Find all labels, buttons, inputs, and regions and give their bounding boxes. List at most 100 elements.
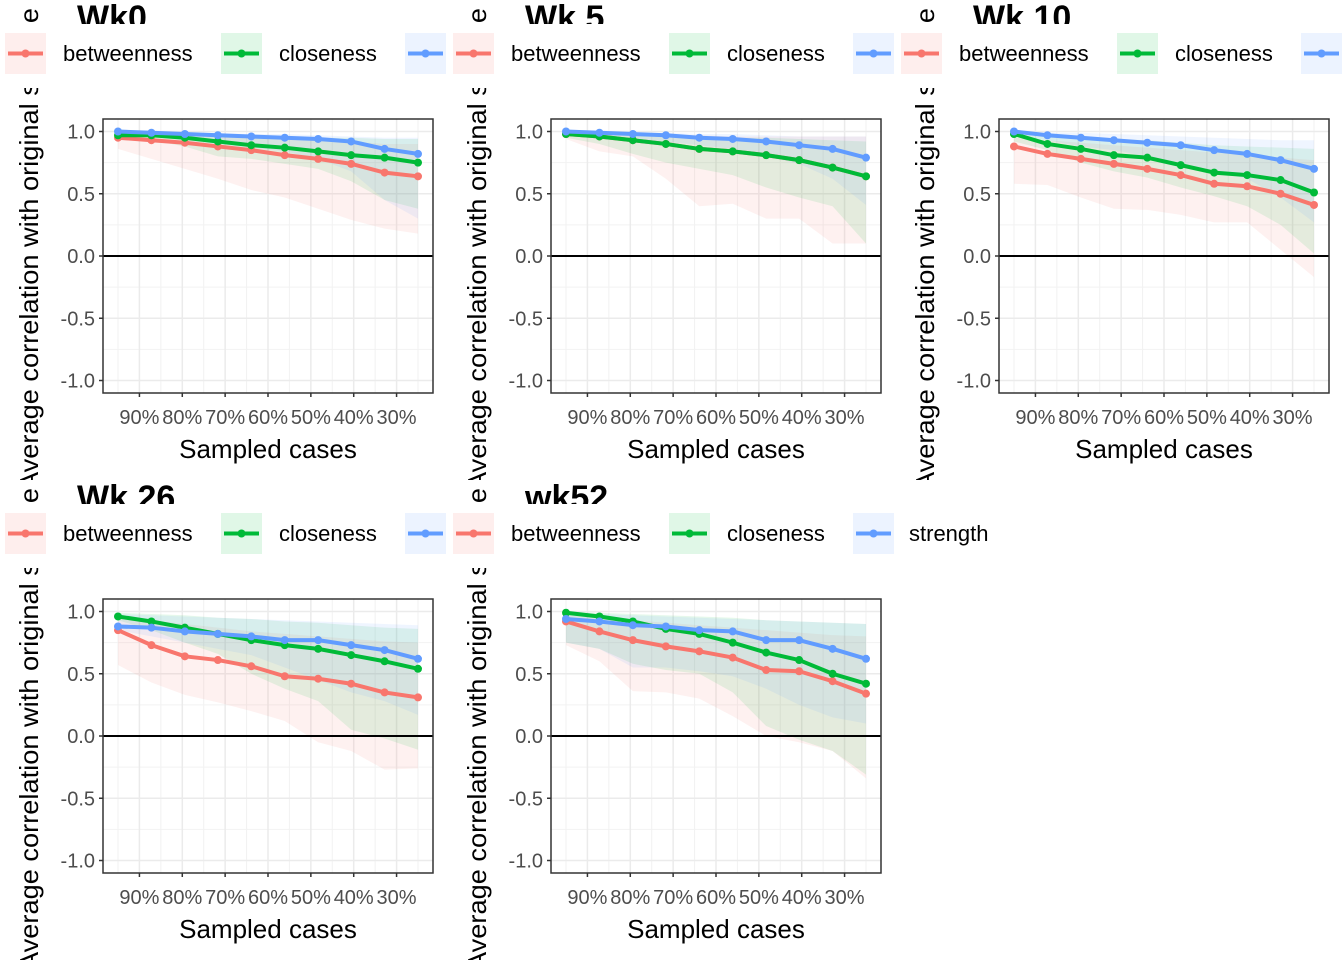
y-tick-label: 0.5 xyxy=(67,664,95,686)
plot-area xyxy=(550,598,882,874)
y-tick-label: 0.0 xyxy=(67,246,95,268)
legend-item-closeness: closeness xyxy=(1117,33,1273,74)
plot-area xyxy=(102,118,434,394)
y-tick-label: -0.5 xyxy=(61,788,95,810)
point-betweenness xyxy=(347,159,356,168)
y-tick-label: -1.0 xyxy=(61,851,95,873)
legend: betweenness closeness strength xyxy=(448,24,896,88)
y-tick-label: 0.5 xyxy=(515,664,543,686)
point-closeness xyxy=(661,139,670,148)
point-strength xyxy=(1276,156,1285,165)
point-strength xyxy=(114,622,122,631)
legend-key-point xyxy=(1317,49,1326,58)
point-closeness xyxy=(695,144,704,153)
x-tick-label: 40% xyxy=(334,407,374,429)
legend: betweenness closeness strength xyxy=(0,24,448,88)
line-strength xyxy=(1013,129,1315,171)
point-betweenness xyxy=(595,627,604,636)
plot-area xyxy=(998,118,1330,394)
y-tick-label: 0.0 xyxy=(515,726,543,748)
point-strength xyxy=(762,137,771,146)
legend-item-betweenness: betweenness xyxy=(5,513,193,554)
legend-item-strength: strength xyxy=(405,33,446,74)
legend: betweenness closeness strength xyxy=(896,24,1344,88)
x-tick-label: 40% xyxy=(334,887,374,909)
point-closeness xyxy=(1109,151,1118,160)
line-betweenness xyxy=(117,135,419,179)
ribbon-strength xyxy=(566,131,866,205)
point-strength xyxy=(147,128,156,137)
point-betweenness xyxy=(1210,179,1219,188)
x-axis-label: Sampled cases xyxy=(179,914,357,944)
point-strength xyxy=(1243,149,1252,158)
line-betweenness xyxy=(117,628,419,700)
point-strength xyxy=(695,626,704,635)
x-tick-label: 60% xyxy=(1144,407,1184,429)
point-closeness xyxy=(347,151,356,160)
point-betweenness xyxy=(347,679,356,688)
ribbon-closeness xyxy=(118,612,418,750)
point-strength xyxy=(414,654,422,663)
point-closeness xyxy=(795,156,804,165)
x-tick-label: 30% xyxy=(825,407,865,429)
point-betweenness xyxy=(280,151,289,160)
x-tick-label: 60% xyxy=(248,887,288,909)
y-tick-label: -1.0 xyxy=(509,851,543,873)
ribbon-betweenness xyxy=(118,133,418,234)
x-tick-label: 50% xyxy=(739,407,779,429)
line-strength xyxy=(117,624,419,661)
point-closeness xyxy=(414,664,422,673)
y-tick-label: 0.0 xyxy=(963,246,991,268)
point-closeness xyxy=(280,143,289,152)
y-tick-label: 0.0 xyxy=(515,246,543,268)
chart-svg: Average correlation with original sample… xyxy=(448,479,1344,960)
x-tick-label: 70% xyxy=(653,407,693,429)
x-tick-label: 30% xyxy=(377,407,417,429)
point-strength xyxy=(114,127,122,136)
y-tick-label: -0.5 xyxy=(509,788,543,810)
point-strength xyxy=(1310,164,1318,173)
legend-item-strength: strength xyxy=(853,513,989,554)
legend-item-betweenness: betweenness xyxy=(453,513,641,554)
point-closeness xyxy=(728,638,737,647)
point-closeness xyxy=(1310,188,1318,197)
point-closeness xyxy=(828,669,837,678)
x-axis-label: Sampled cases xyxy=(627,914,805,944)
x-tick-label: 50% xyxy=(291,407,331,429)
point-closeness xyxy=(1143,153,1152,162)
point-strength xyxy=(1210,146,1219,155)
y-tick-label: -0.5 xyxy=(957,308,991,330)
point-strength xyxy=(280,636,289,645)
legend-label: strength xyxy=(909,521,989,546)
ribbon-betweenness xyxy=(566,615,866,779)
legend-item-betweenness: betweenness xyxy=(901,33,1089,74)
point-betweenness xyxy=(180,652,189,661)
legend-key-point xyxy=(685,49,694,58)
ribbon-closeness xyxy=(118,132,418,209)
line-closeness xyxy=(117,614,419,671)
x-tick-label: 50% xyxy=(739,887,779,909)
line-closeness xyxy=(565,131,867,179)
point-strength xyxy=(1043,131,1052,140)
legend-key-point xyxy=(421,49,430,58)
point-betweenness xyxy=(795,667,804,676)
legend-label: betweenness xyxy=(63,41,193,66)
point-betweenness xyxy=(695,647,704,656)
legend: betweenness closeness strength xyxy=(0,504,448,568)
point-closeness xyxy=(562,608,570,617)
legend-background xyxy=(0,504,448,568)
x-tick-label: 80% xyxy=(162,407,202,429)
point-betweenness xyxy=(414,693,422,702)
chart-svg: Average correlation with original sample… xyxy=(896,0,1344,480)
point-closeness xyxy=(314,147,323,156)
point-betweenness xyxy=(862,689,870,698)
legend-item-betweenness: betweenness xyxy=(5,33,193,74)
legend-label: closeness xyxy=(279,521,377,546)
point-strength xyxy=(1076,133,1085,142)
legend-item-strength: strength xyxy=(853,33,894,74)
point-closeness xyxy=(628,136,637,145)
legend-key-point xyxy=(21,49,30,58)
point-betweenness xyxy=(414,172,422,181)
legend-background xyxy=(896,24,1344,88)
legend-key-point xyxy=(21,529,30,538)
